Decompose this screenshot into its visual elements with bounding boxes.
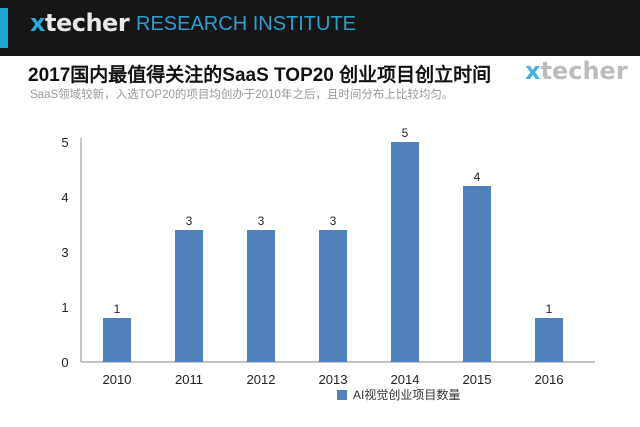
bar-2012	[247, 230, 275, 362]
brand-logo: xtecher	[30, 9, 130, 37]
page-title: 2017国内最值得关注的SaaS TOP20 创业项目创立时间	[28, 65, 492, 86]
bar-2015	[463, 186, 491, 362]
data-label: 1	[114, 302, 121, 316]
page-subtitle: SaaS领域较新，入选TOP20的项目均创办于2010年之后，且时间分布上比较均…	[30, 89, 454, 101]
x-tick-label: 2013	[319, 372, 348, 387]
x-tick-label: 2015	[463, 372, 492, 387]
accent-stripe	[0, 8, 8, 48]
bar-2014	[391, 142, 419, 362]
data-label: 3	[258, 214, 265, 228]
y-tick-label: 3	[61, 245, 68, 260]
bar-2011	[175, 230, 203, 362]
data-label: 4	[474, 170, 481, 184]
bar-2010	[103, 318, 131, 362]
data-label: 1	[546, 302, 553, 316]
y-tick-label: 4	[61, 190, 68, 205]
data-label: 5	[402, 126, 409, 140]
data-label: 3	[186, 214, 193, 228]
legend-label: AI视觉创业项目数量	[353, 388, 461, 402]
x-tick-label: 2011	[175, 372, 203, 387]
y-tick-label: 1	[61, 300, 68, 315]
x-tick-label: 2012	[247, 372, 276, 387]
bar-2013	[319, 230, 347, 362]
y-tick-label: 5	[61, 135, 68, 150]
legend: AI视觉创业项目数量	[337, 386, 460, 403]
corner-logo: xtecher	[525, 57, 628, 85]
legend-swatch	[337, 389, 347, 400]
x-tick-label: 2014	[391, 372, 420, 387]
x-tick-label: 2010	[103, 372, 132, 387]
x-tick-label: 2016	[535, 372, 564, 387]
y-tick-label: 0	[61, 355, 68, 370]
data-label: 3	[330, 214, 337, 228]
bar-2016	[535, 318, 563, 362]
header-bar: xtecher RESEARCH INSTITUTE	[0, 0, 640, 56]
institute-name: RESEARCH INSTITUTE	[136, 13, 357, 35]
